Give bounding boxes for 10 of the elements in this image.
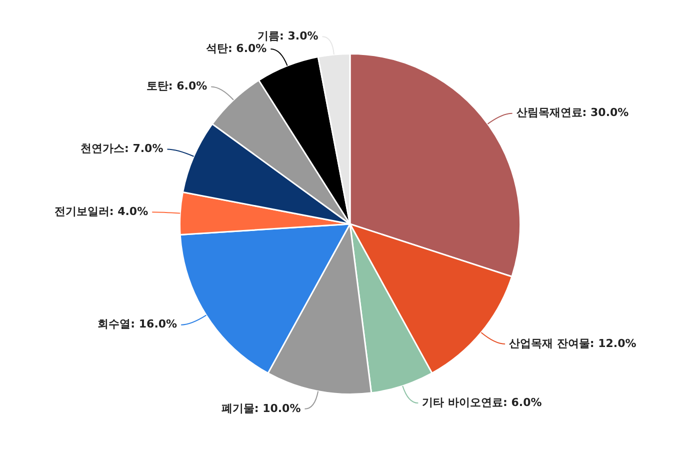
slice-label: 산림목재연료: 30.0%	[516, 106, 629, 120]
slice-label: 폐기물: 10.0%	[221, 402, 301, 415]
slice-label: 천연가스: 7.0%	[80, 142, 164, 156]
slice-label: 산업목재 잔여물: 12.0%	[509, 336, 636, 350]
slice-label: 기타 바이오연료: 6.0%	[422, 396, 542, 409]
slice-label: 전기보일러: 4.0%	[54, 205, 148, 218]
slice-label: 토탄: 6.0%	[146, 80, 208, 93]
slice-label: 석탄: 6.0%	[206, 42, 267, 55]
slice-label: 기름: 3.0%	[258, 29, 318, 42]
slice-label: 회수열: 16.0%	[98, 318, 178, 331]
